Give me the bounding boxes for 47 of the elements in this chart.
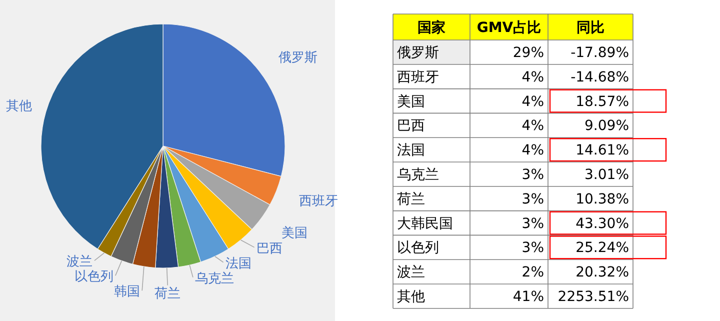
data-label: 4%	[522, 94, 544, 110]
data-label: 29%	[512, 45, 544, 61]
category-label: 俄罗斯	[397, 45, 439, 61]
slice-label: 韩国	[114, 284, 140, 300]
data-label: 3%	[522, 216, 544, 232]
slice-label: 俄罗斯	[278, 50, 318, 66]
data-label: 2253.51%	[558, 289, 629, 305]
slice-label: 以色列	[74, 270, 114, 285]
data-label: 43.30%	[576, 216, 629, 232]
data-label: 18.57%	[576, 94, 629, 110]
category-label: 荷兰	[397, 191, 425, 208]
category-label: 其他	[397, 289, 425, 305]
data-label: 25.24%	[576, 240, 629, 256]
slice-label: 乌克兰	[194, 271, 234, 286]
data-label: 10.38%	[576, 191, 629, 208]
category-label: 美国	[397, 94, 425, 110]
data-label: 14.61%	[576, 142, 629, 159]
category-label: 以色列	[397, 240, 439, 256]
slice-label: 其他	[6, 99, 32, 114]
category-label: 法国	[397, 142, 425, 159]
category-label: 西班牙	[397, 69, 439, 86]
data-label: 4%	[522, 118, 544, 134]
data-label: 9.09%	[584, 118, 629, 134]
slice-label: 美国	[281, 225, 308, 242]
category-label: 大韩民国	[397, 216, 453, 232]
text: 同比	[576, 20, 604, 36]
data-label: 2%	[522, 264, 544, 281]
slice-label: 法国	[225, 256, 252, 272]
data-label: 41%	[512, 289, 544, 305]
data-label: 4%	[522, 69, 544, 86]
data-label: 3.01%	[584, 167, 629, 183]
data-label: 3%	[522, 191, 544, 208]
data-label: 3%	[522, 240, 544, 256]
data-label: -14.68%	[570, 69, 629, 86]
data-label: 20.32%	[576, 264, 629, 281]
data-label: 3%	[522, 167, 544, 183]
category-label: 波兰	[397, 264, 425, 281]
category-label: 巴西	[397, 118, 425, 134]
slice-label: 西班牙	[299, 194, 338, 209]
slice-label: 巴西	[256, 241, 282, 256]
category-label: 乌克兰	[397, 167, 439, 183]
slice-label: 荷兰	[154, 286, 181, 302]
text: 国家	[418, 19, 446, 36]
data-label: -17.89%	[570, 45, 629, 61]
data-label: 4%	[522, 142, 544, 159]
slice-label: 波兰	[66, 254, 92, 270]
text: GMV占比	[476, 20, 542, 36]
